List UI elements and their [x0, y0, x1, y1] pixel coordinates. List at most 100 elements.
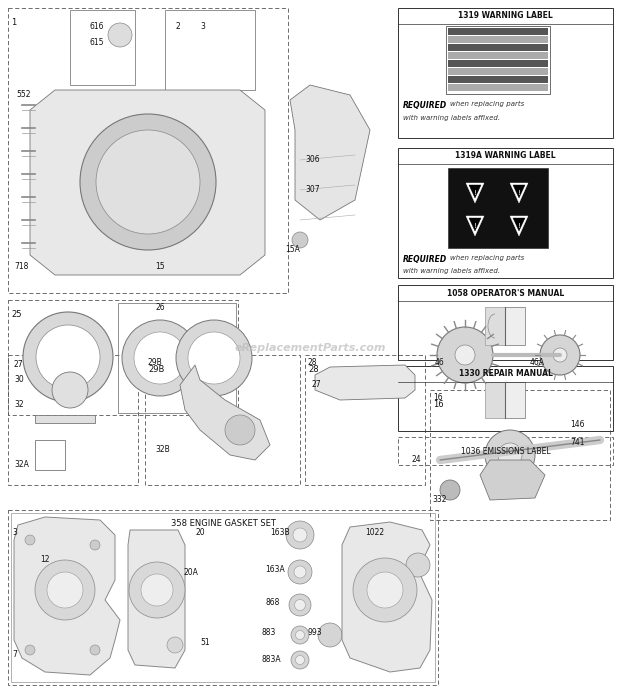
- Circle shape: [291, 626, 309, 644]
- Text: !: !: [474, 223, 476, 229]
- Polygon shape: [510, 183, 528, 203]
- Polygon shape: [466, 216, 484, 236]
- Circle shape: [167, 637, 183, 653]
- Circle shape: [47, 572, 83, 608]
- Circle shape: [294, 566, 306, 578]
- Text: 24: 24: [412, 455, 422, 464]
- Bar: [8, 300, 238, 415]
- Text: REQUIRED: REQUIRED: [403, 255, 447, 264]
- Bar: [448, 28, 548, 35]
- Text: 883: 883: [262, 628, 277, 637]
- Text: !: !: [518, 190, 520, 196]
- Bar: [398, 285, 613, 360]
- Bar: [8, 510, 438, 685]
- Circle shape: [108, 23, 132, 47]
- Circle shape: [25, 535, 35, 545]
- Circle shape: [25, 645, 35, 655]
- Bar: [8, 8, 288, 293]
- Circle shape: [90, 645, 100, 655]
- Circle shape: [36, 325, 100, 389]
- Polygon shape: [480, 460, 545, 500]
- Bar: [448, 68, 548, 75]
- Text: 1330 REPAIR MANUAL: 1330 REPAIR MANUAL: [459, 369, 552, 378]
- Circle shape: [188, 332, 240, 384]
- Circle shape: [90, 540, 100, 550]
- Text: !: !: [474, 190, 476, 196]
- Text: 163B: 163B: [270, 528, 290, 537]
- Text: 1036 EMISSIONS LABEL: 1036 EMISSIONS LABEL: [461, 446, 551, 455]
- Text: 883A: 883A: [262, 655, 281, 664]
- Polygon shape: [513, 185, 525, 198]
- Text: 358 ENGINE GASKET SET: 358 ENGINE GASKET SET: [170, 520, 275, 529]
- Polygon shape: [30, 90, 265, 275]
- Bar: [448, 36, 548, 43]
- Text: 25: 25: [11, 310, 22, 319]
- Polygon shape: [290, 85, 370, 220]
- Bar: [430, 390, 610, 520]
- Circle shape: [52, 372, 88, 408]
- Text: 616: 616: [90, 22, 105, 31]
- Bar: [448, 60, 548, 67]
- Bar: [485, 307, 505, 345]
- Text: 29B: 29B: [148, 358, 162, 367]
- Text: 27: 27: [14, 360, 24, 369]
- Circle shape: [294, 599, 306, 611]
- Text: 16: 16: [433, 393, 443, 402]
- Circle shape: [80, 114, 216, 250]
- Bar: [446, 26, 550, 94]
- Text: 332: 332: [432, 495, 446, 504]
- Bar: [448, 52, 548, 59]
- Bar: [398, 8, 613, 138]
- Polygon shape: [513, 218, 525, 231]
- Text: 20: 20: [195, 528, 205, 537]
- Text: 15: 15: [155, 262, 165, 271]
- Bar: [35, 415, 95, 423]
- Bar: [485, 382, 525, 418]
- Bar: [398, 366, 613, 431]
- Circle shape: [540, 335, 580, 375]
- Text: 615: 615: [90, 38, 105, 47]
- Polygon shape: [466, 183, 484, 203]
- Text: 993: 993: [308, 628, 322, 637]
- Polygon shape: [342, 522, 432, 672]
- Bar: [448, 84, 548, 91]
- Text: 12: 12: [40, 555, 50, 564]
- Circle shape: [498, 443, 522, 467]
- Circle shape: [129, 562, 185, 618]
- Circle shape: [485, 430, 535, 480]
- Text: 718: 718: [14, 262, 29, 271]
- Text: 7: 7: [12, 650, 17, 659]
- Text: 51: 51: [200, 638, 210, 647]
- Text: 552: 552: [16, 90, 30, 99]
- Text: 27: 27: [312, 380, 322, 389]
- Text: 32B: 32B: [155, 445, 170, 454]
- Circle shape: [296, 656, 304, 665]
- Bar: [448, 44, 548, 51]
- Circle shape: [406, 553, 430, 577]
- Text: 1022: 1022: [365, 528, 384, 537]
- Polygon shape: [469, 185, 481, 198]
- Polygon shape: [128, 530, 185, 668]
- Circle shape: [122, 320, 198, 396]
- Text: 32A: 32A: [14, 460, 29, 469]
- Bar: [485, 307, 525, 345]
- Text: 1058 OPERATOR'S MANUAL: 1058 OPERATOR'S MANUAL: [447, 288, 564, 297]
- Text: 163A: 163A: [265, 565, 285, 574]
- Text: 46A: 46A: [530, 358, 545, 367]
- Text: 26: 26: [155, 303, 165, 312]
- Text: !: !: [518, 223, 520, 229]
- Polygon shape: [180, 365, 270, 460]
- Text: 307: 307: [305, 185, 320, 194]
- Text: with warning labels affixed.: with warning labels affixed.: [403, 268, 500, 274]
- Circle shape: [318, 623, 342, 647]
- Circle shape: [292, 232, 308, 248]
- Bar: [448, 76, 548, 83]
- Text: 28: 28: [308, 358, 317, 367]
- Circle shape: [176, 320, 252, 396]
- Text: 146: 146: [570, 420, 585, 429]
- Text: with warning labels affixed.: with warning labels affixed.: [403, 115, 500, 121]
- Polygon shape: [510, 216, 528, 236]
- Bar: [485, 382, 505, 418]
- Text: when replacing parts: when replacing parts: [450, 255, 525, 261]
- Circle shape: [35, 560, 95, 620]
